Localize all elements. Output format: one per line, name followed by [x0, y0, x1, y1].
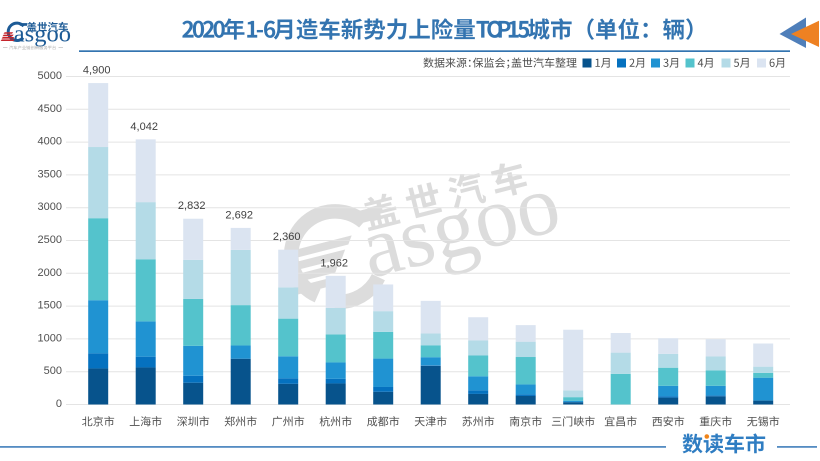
svg-text:4,042: 4,042	[130, 121, 158, 133]
svg-text:2,692: 2,692	[225, 209, 253, 221]
svg-text:5000: 5000	[38, 70, 62, 82]
svg-text:4500: 4500	[38, 103, 62, 115]
svg-text:2,832: 2,832	[178, 200, 206, 212]
svg-text:4,900: 4,900	[83, 65, 111, 77]
svg-text:3000: 3000	[38, 201, 62, 213]
svg-text:asgoo: asgoo	[14, 20, 71, 47]
svg-text:0: 0	[56, 398, 62, 410]
svg-text:3500: 3500	[38, 168, 62, 180]
svg-text:4000: 4000	[38, 136, 62, 148]
svg-text:2000: 2000	[38, 267, 62, 279]
svg-text:1500: 1500	[38, 300, 62, 312]
svg-text:2,360: 2,360	[273, 231, 301, 243]
svg-text:1,962: 1,962	[320, 257, 348, 269]
svg-text:2500: 2500	[38, 234, 62, 246]
svg-text:1000: 1000	[38, 332, 62, 344]
svg-text:500: 500	[44, 365, 62, 377]
